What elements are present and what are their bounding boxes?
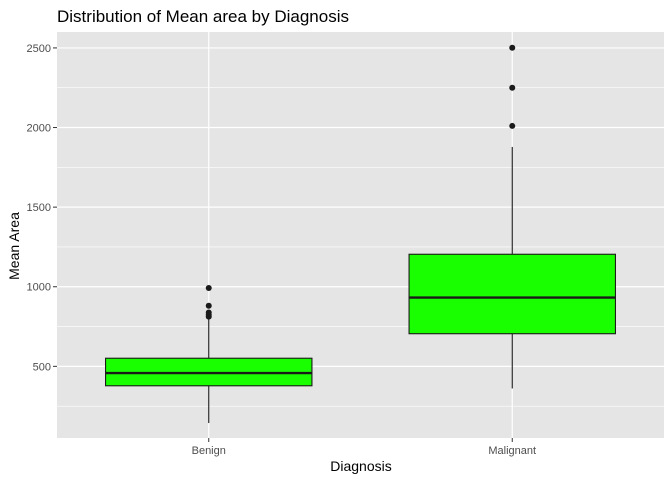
boxes (105, 44, 616, 424)
box-malignant (408, 44, 616, 389)
outlier-point (205, 309, 212, 316)
outlier-point (509, 84, 516, 91)
box-benign (105, 285, 313, 424)
y-tick-label: 2500 (27, 43, 51, 55)
outlier-point (509, 122, 516, 129)
outlier-point (509, 44, 516, 51)
outlier-point (205, 302, 212, 309)
box-iqr (408, 253, 616, 335)
x-axis-title: Diagnosis (330, 458, 391, 474)
x-tick-label: Benign (192, 445, 226, 457)
y-axis-ticks: 500 1000 1500 2000 2500 (27, 43, 57, 373)
y-tick-label: 1000 (27, 282, 51, 294)
x-axis-ticks: Benign Malignant (192, 438, 536, 457)
chart-title: Distribution of Mean area by Diagnosis (57, 7, 349, 26)
y-tick-label: 1500 (27, 202, 51, 214)
y-tick-label: 2000 (27, 123, 51, 135)
y-tick-label: 500 (33, 361, 51, 373)
outlier-point (205, 285, 212, 292)
x-tick-label: Malignant (488, 445, 536, 457)
y-axis-title: Mean Area (6, 212, 22, 280)
